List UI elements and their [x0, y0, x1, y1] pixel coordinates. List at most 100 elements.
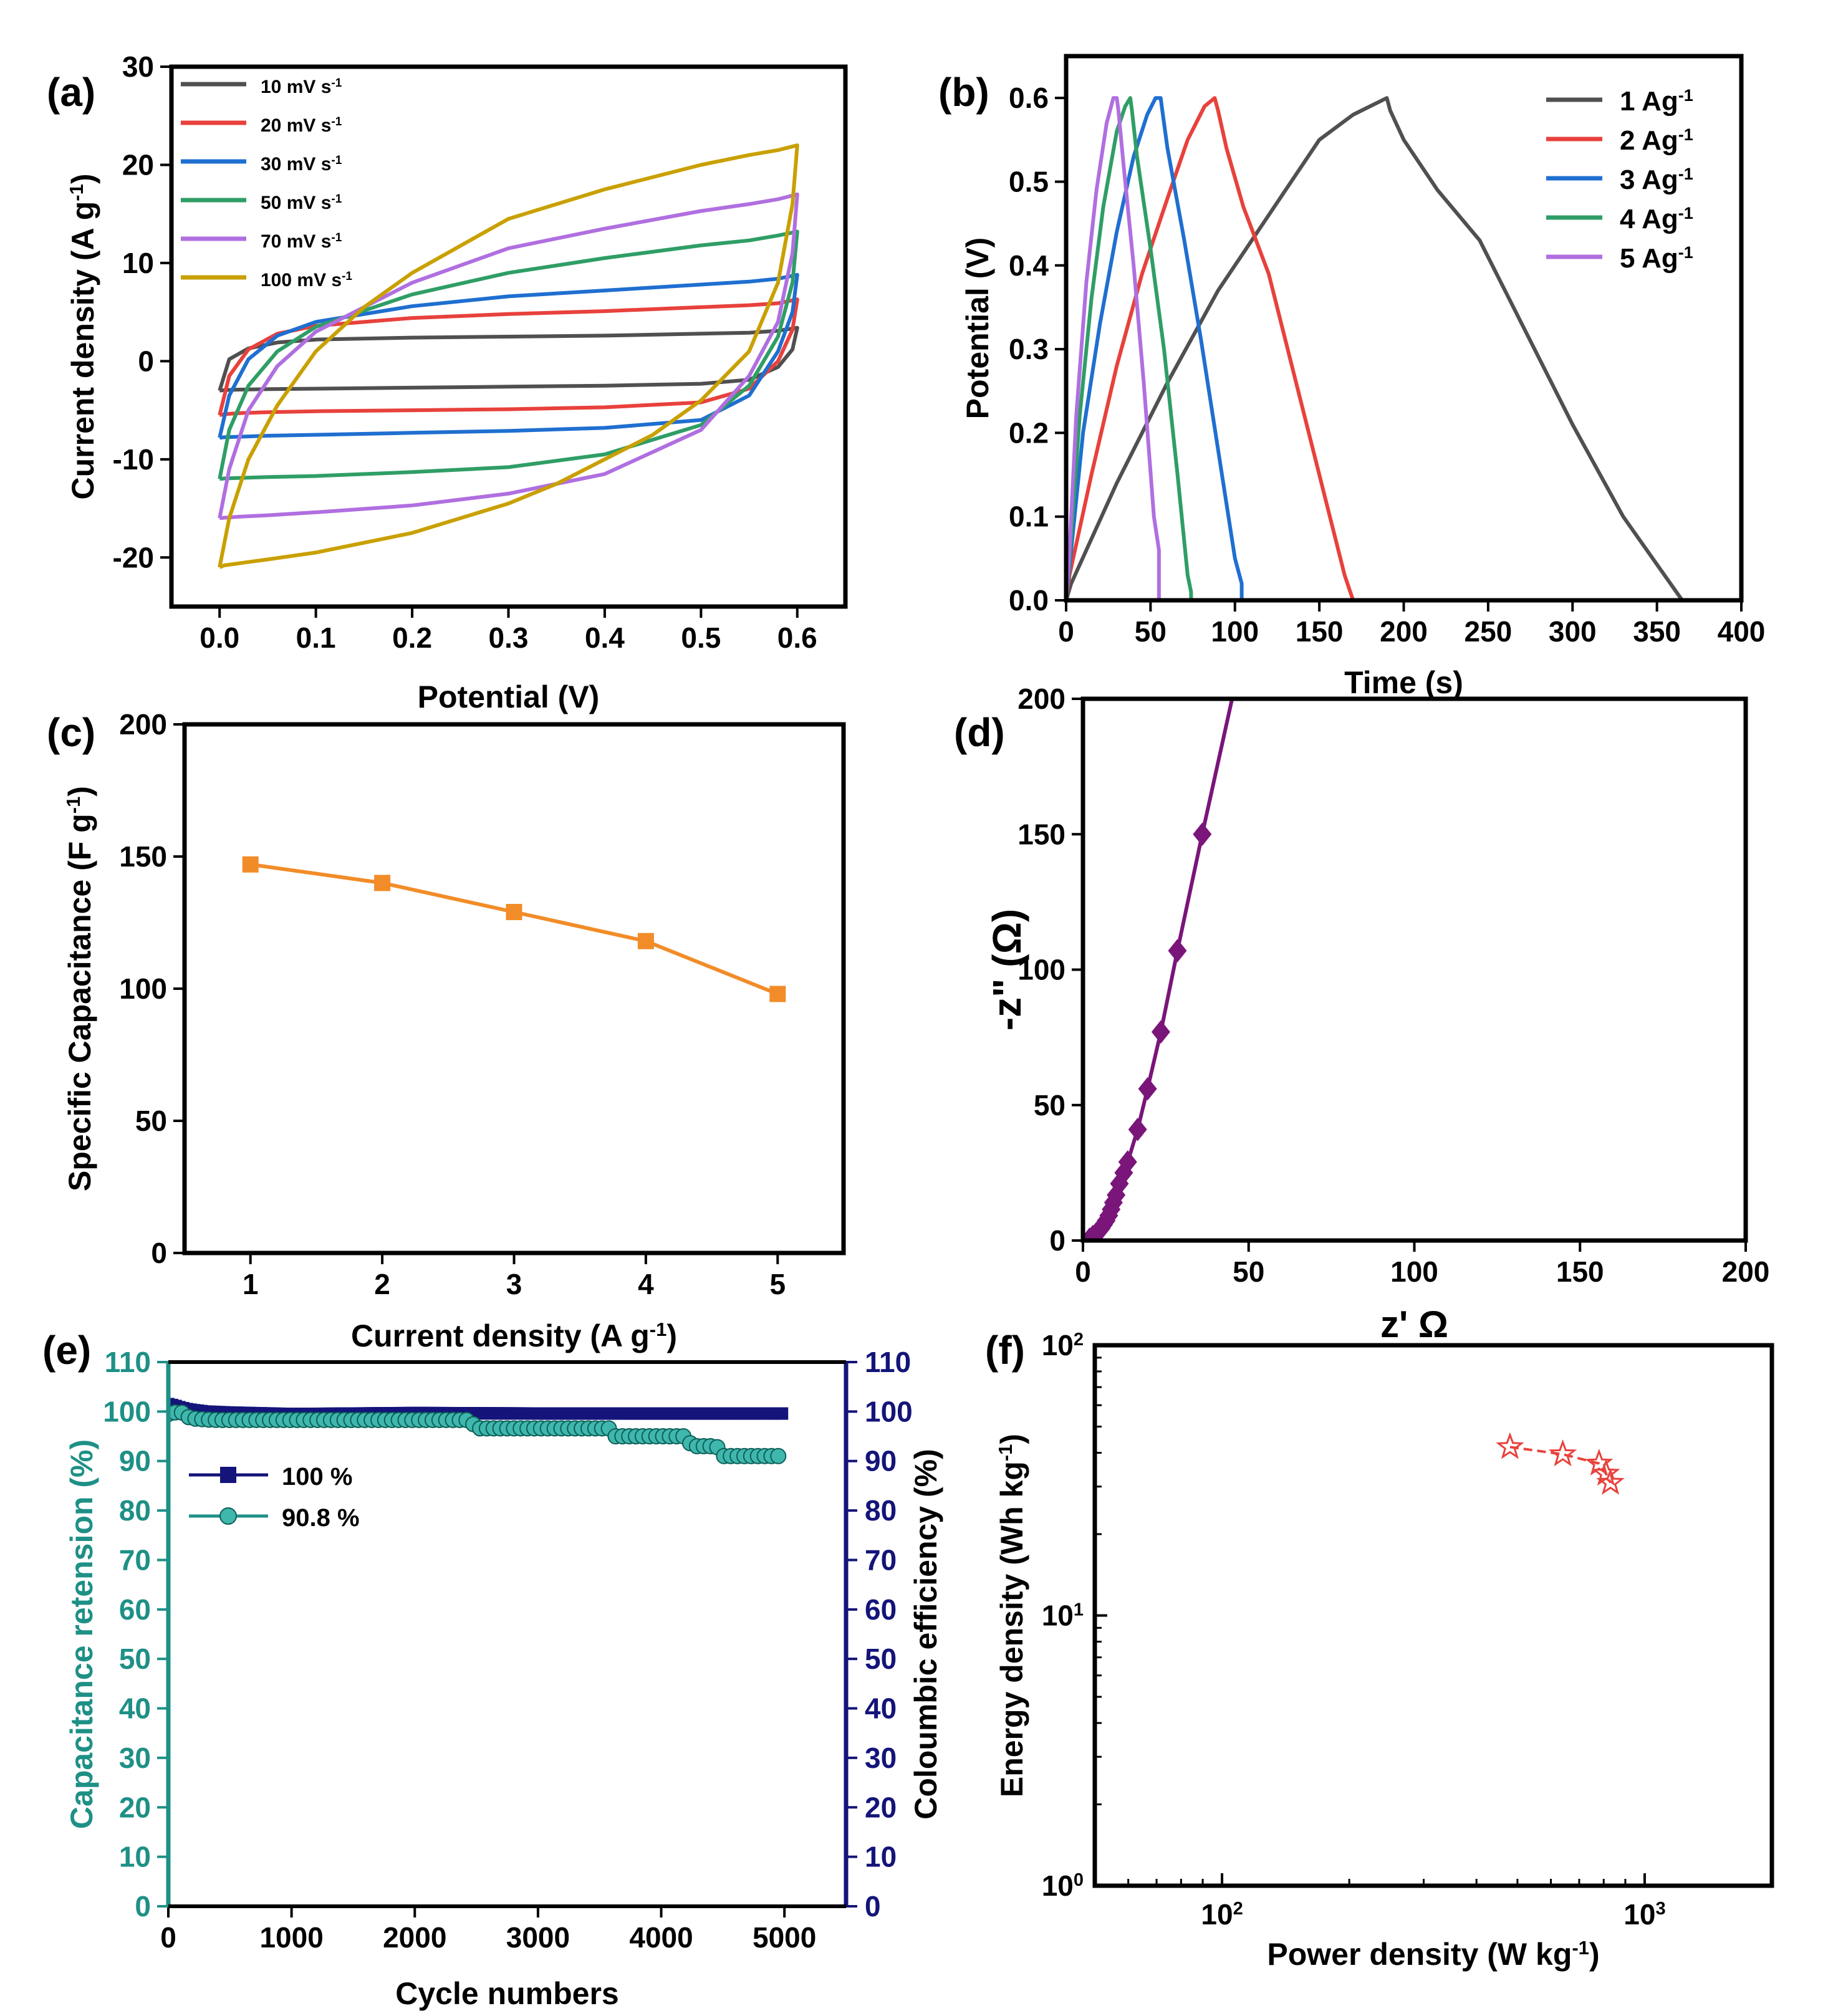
text-span: 1 [243, 1268, 259, 1300]
text-span: 1000 [259, 1921, 323, 1954]
y-tick-label: 102 [1042, 1329, 1084, 1361]
text-span: 0.6 [1009, 82, 1049, 114]
plot-area [218, 143, 799, 569]
text-span: 50 [865, 1643, 897, 1675]
text-span: Power density (W kg [1267, 1937, 1572, 1972]
y2-tick-label: 70 [865, 1543, 897, 1576]
x-tick-label: 0 [1058, 615, 1074, 648]
data-point [1168, 939, 1187, 962]
superscript: 3 [1655, 1899, 1665, 1919]
y2-tick-label: 0 [865, 1890, 881, 1922]
text-span: 0.3 [489, 622, 529, 654]
text-span: 4 [638, 1268, 654, 1300]
x-tick-label: 0.1 [296, 622, 336, 654]
text-span: 50 [119, 1643, 151, 1675]
text-span: 100 mV s [261, 270, 342, 290]
text-span: 3000 [506, 1921, 570, 1954]
text-span: ) [62, 786, 97, 797]
text-span: 30 [119, 1742, 151, 1774]
text-span: -10 [113, 443, 154, 476]
y2-tick-label: 90 [865, 1445, 897, 1477]
text-span: 10 [122, 247, 154, 279]
legend-label: 5 Ag-1 [1620, 243, 1693, 274]
legend-marker [220, 1467, 236, 1483]
text-span: 400 [1718, 615, 1766, 648]
data-point [1193, 822, 1212, 846]
superscript: -1 [1572, 1937, 1589, 1959]
text-span: Potential (V) [418, 679, 600, 714]
superscript: -1 [331, 77, 342, 90]
text-span: 0 [1049, 1224, 1066, 1257]
y-axis-label: Current density (A g-1) [65, 174, 101, 500]
data-point [242, 856, 259, 873]
x-tick-label: 3 [506, 1268, 522, 1300]
y-tick-label: 100 [1017, 954, 1066, 986]
plot-area [1083, 699, 1234, 1241]
series-line-4 [218, 229, 799, 481]
text-span: 90 [119, 1445, 151, 1477]
text-span: 110 [865, 1346, 911, 1378]
text-span: 0.4 [1009, 249, 1049, 282]
data-point [1118, 1150, 1137, 1174]
x-tick-label: 50 [1233, 1255, 1264, 1288]
x-tick-label: 5000 [753, 1921, 816, 1954]
text-span: 20 [122, 148, 154, 181]
y-tick-label: 10 [122, 247, 154, 279]
text-span: 60 [119, 1593, 151, 1626]
series-line-4 [1066, 96, 1193, 600]
text-span: 5 Ag [1620, 243, 1678, 274]
text-span: 100 [1017, 954, 1066, 986]
superscript: -1 [1678, 204, 1693, 223]
text-span: -z" (Ω) [984, 909, 1029, 1030]
y-tick-label: -10 [113, 443, 154, 476]
x-tick-label: 0 [1075, 1255, 1091, 1288]
text-span: 10 mV s [261, 77, 331, 97]
text-span: 200 [1017, 683, 1066, 715]
y2-tick-label: 50 [865, 1643, 897, 1675]
y-tick-label: 0.1 [1009, 501, 1049, 533]
x-tick-label: 3000 [506, 1921, 570, 1954]
text-span: 4000 [629, 1921, 693, 1954]
plot-area [1066, 96, 1684, 600]
y-axis-label: Capacitance retension (%) [64, 1439, 99, 1829]
y2-axis-label: Coloumbic efficiency (%) [908, 1449, 943, 1820]
text-span: 50 [1135, 615, 1167, 648]
text-span: 0 [151, 1237, 167, 1269]
x-tick-label: 2 [374, 1268, 390, 1300]
text-span: 10 [1201, 1898, 1233, 1931]
text-span: 70 [119, 1543, 151, 1576]
x-tick-label: 4 [638, 1268, 654, 1300]
x-axis-label: Time (s) [1344, 665, 1463, 700]
legend-label: 70 mV s-1 [261, 231, 342, 252]
data-point [1585, 1448, 1614, 1476]
plot-frame [1092, 1343, 1774, 1888]
text-span: 3 Ag [1620, 165, 1678, 195]
y-tick-label: 0 [1049, 1224, 1066, 1257]
superscript: -1 [65, 184, 87, 201]
panel-label: (e) [42, 1328, 91, 1373]
text-span: 20 [119, 1791, 151, 1823]
series-line-1 [1509, 1446, 1612, 1484]
text-span: 100 [103, 1395, 151, 1428]
text-span: Capacitance retension (%) [64, 1439, 99, 1829]
text-span: 100 % [282, 1463, 352, 1490]
series-line-1 [250, 862, 779, 996]
legend-label: 1 Ag-1 [1620, 86, 1693, 117]
y-tick-label: 30 [122, 50, 154, 83]
text-span: 0.6 [777, 622, 817, 654]
y-tick-label: 0.6 [1009, 82, 1049, 114]
y-tick-label: 0 [135, 1890, 151, 1922]
text-span: (f) [985, 1328, 1025, 1373]
text-span: 150 [119, 840, 167, 873]
text-span: 50 [135, 1105, 167, 1137]
x-axis-label: z' Ω [1380, 1303, 1448, 1345]
x-tick-label: 1 [243, 1268, 259, 1300]
data-point [1151, 1020, 1170, 1044]
panel-label: (a) [47, 70, 95, 115]
legend-label: 10 mV s-1 [261, 77, 342, 98]
text-span: 150 [1017, 818, 1066, 850]
series-line-1 [1066, 96, 1684, 600]
text-span: 80 [119, 1494, 151, 1527]
x-tick-label: 100 [1211, 615, 1259, 648]
